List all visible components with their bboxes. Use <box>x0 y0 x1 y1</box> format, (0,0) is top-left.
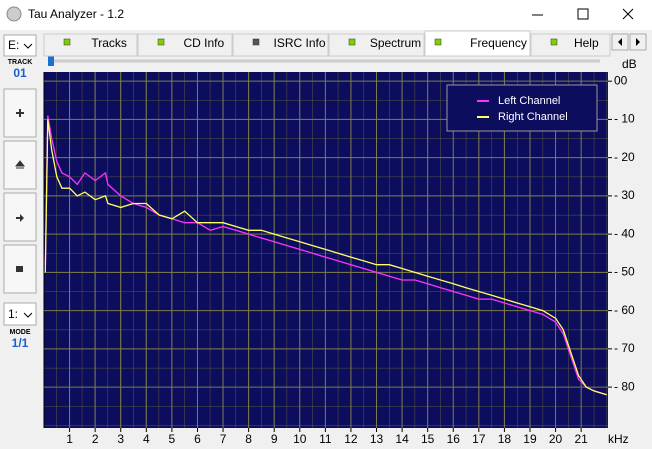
stop-icon <box>16 266 23 272</box>
tab-label: Spectrum <box>370 36 421 50</box>
x-tick-label: 1 <box>66 432 73 446</box>
y-unit: dB <box>622 57 637 71</box>
mode-caption: MODE <box>10 329 31 336</box>
tab[interactable] <box>424 30 531 57</box>
dropdown-arrow <box>23 43 33 49</box>
arrow-icon <box>636 38 640 46</box>
x-tick-label: 9 <box>271 432 278 446</box>
arrow-icon <box>618 38 622 46</box>
x-tick-label: 8 <box>245 432 252 446</box>
x-tick-label: 15 <box>421 432 435 446</box>
x-tick-label: 14 <box>395 432 409 446</box>
tab-icon <box>434 38 442 46</box>
track-caption: TRACK <box>8 59 33 66</box>
chart: 00- 10- 20- 30- 40- 50- 60- 70- 801 2 3 4 5 6… <box>43 57 637 446</box>
legend-label: Left Channel <box>498 95 560 107</box>
y-tick-label: 00 <box>614 73 628 87</box>
legend-label: Right Channel <box>498 111 568 123</box>
tab-icon <box>63 38 71 46</box>
x-tick-label: 18 <box>498 432 512 446</box>
tab-label: CD Info <box>183 36 224 50</box>
tab-label: Frequency <box>470 36 527 50</box>
mode-select-label: 1: <box>8 307 18 321</box>
y-tick-label: - 80 <box>614 379 635 393</box>
x-tick-label: 5 <box>169 432 176 446</box>
tab-icon <box>348 38 356 46</box>
drive-select[interactable] <box>3 34 37 57</box>
tab-icon <box>252 38 260 46</box>
window-title: Tau Analyzer - 1.2 <box>28 7 124 21</box>
drive-label: E: <box>8 38 19 52</box>
tab-label: Tracks <box>91 36 127 50</box>
play-icon <box>16 214 24 222</box>
x-tick-label: 20 <box>549 432 563 446</box>
y-tick-label: - 40 <box>614 226 635 240</box>
plus-icon <box>16 109 24 117</box>
y-tick-label: - 20 <box>614 150 635 164</box>
mode-select[interactable] <box>3 302 37 326</box>
x-unit: kHz <box>608 432 629 446</box>
x-tick-label: 10 <box>293 432 307 446</box>
app-icon <box>6 6 22 22</box>
x-tick-label: 19 <box>523 432 537 446</box>
x-tick-label: 12 <box>344 432 358 446</box>
x-tick-label: 7 <box>220 432 227 446</box>
track-number: 01 <box>13 66 27 80</box>
x-tick-label: 2 <box>92 432 99 446</box>
tab-label: Help <box>574 36 599 50</box>
maximize-button[interactable] <box>577 8 589 20</box>
eject-icon <box>14 160 26 169</box>
series-line <box>44 119 607 396</box>
y-tick-label: - 30 <box>614 188 635 202</box>
tab-icon <box>550 38 558 46</box>
tab-icon <box>157 38 165 46</box>
x-tick-label: 17 <box>472 432 486 446</box>
title-bar <box>0 0 652 30</box>
stop-button[interactable] <box>3 244 37 294</box>
y-tick-label: - 70 <box>614 341 635 355</box>
x-tick-label: 13 <box>370 432 384 446</box>
slider-thumb[interactable] <box>48 56 54 66</box>
mode-value: 1/1 <box>12 336 29 350</box>
tab-label: ISRC Info <box>273 36 325 50</box>
eject-button[interactable] <box>3 140 37 190</box>
x-tick-label: 21 <box>574 432 588 446</box>
y-tick-label: - 50 <box>614 265 635 279</box>
x-tick-label: 11 <box>319 432 332 446</box>
dropdown-arrow <box>23 312 33 318</box>
y-tick-label: - 60 <box>614 303 635 317</box>
legend-box <box>446 84 598 132</box>
close-button[interactable] <box>622 8 634 20</box>
series-line <box>44 115 607 396</box>
x-tick-label: 4 <box>143 432 150 446</box>
x-tick-label: 16 <box>447 432 461 446</box>
x-tick-label: 6 <box>194 432 201 446</box>
x-tick-label: 3 <box>117 432 124 446</box>
y-tick-label: - 10 <box>614 112 635 126</box>
